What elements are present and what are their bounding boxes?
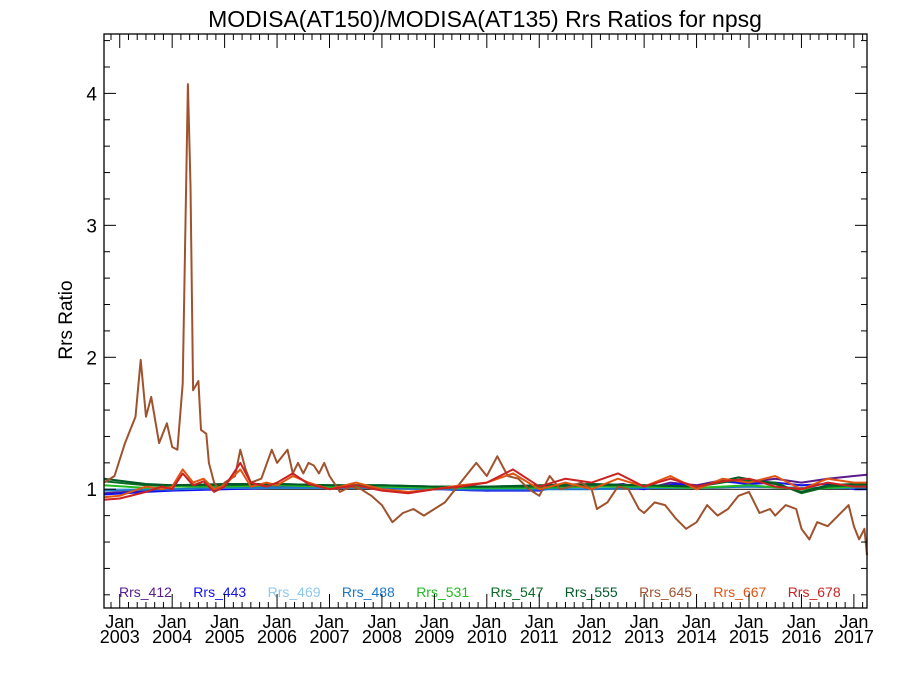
x-tick-label-month: Jan: [105, 612, 134, 632]
legend-entry-rrs-531: Rrs_531: [416, 584, 469, 600]
legend-entry-rrs-443: Rrs_443: [193, 584, 246, 600]
x-tick-label-month: Jan: [472, 612, 501, 632]
legend-entry-rrs-488: Rrs_488: [342, 584, 395, 600]
legend-entry-rrs-645: Rrs_645: [639, 584, 692, 600]
x-tick-label-year: 2010: [467, 627, 507, 647]
y-tick-label: 3: [86, 216, 97, 237]
x-tick-label-month: Jan: [682, 612, 711, 632]
x-tick-label-year: 2005: [205, 627, 245, 647]
x-tick-label-month: Jan: [367, 612, 396, 632]
y-tick-label: 2: [86, 348, 97, 369]
x-tick-label-year: 2009: [414, 627, 454, 647]
x-tick-label-month: Jan: [525, 612, 554, 632]
x-tick-label-month: Jan: [839, 612, 868, 632]
x-tick-label-year: 2013: [624, 627, 664, 647]
series-lines: [103, 83, 868, 556]
x-tick-label-year: 2014: [677, 627, 717, 647]
series-line-rrs-678: [103, 461, 867, 501]
series-line-rrs-667: [103, 468, 867, 499]
legend-entry-rrs-547: Rrs_547: [491, 584, 544, 600]
legend-entry-rrs-412: Rrs_412: [119, 584, 172, 600]
axes: 1234Jan2003Jan2004Jan2005Jan2006Jan2007J…: [86, 34, 874, 647]
legend-entry-rrs-555: Rrs_555: [565, 584, 618, 600]
y-axis-label: Rrs Ratio: [56, 280, 77, 359]
y-tick-label: 4: [86, 84, 97, 105]
series-line-rrs-531: [103, 484, 867, 491]
x-tick-label-year: 2016: [781, 627, 821, 647]
x-tick-label-month: Jan: [577, 612, 606, 632]
x-tick-label-year: 2015: [729, 627, 769, 647]
x-tick-label-month: Jan: [630, 612, 659, 632]
x-tick-label-year: 2012: [572, 627, 612, 647]
x-tick-label-month: Jan: [158, 612, 187, 632]
x-tick-label-year: 2007: [309, 627, 349, 647]
legend-entry-rrs-667: Rrs_667: [713, 584, 766, 600]
x-tick-label-month: Jan: [263, 612, 292, 632]
x-tick-label-year: 2006: [257, 627, 297, 647]
y-tick-label: 1: [86, 480, 97, 501]
x-tick-label-year: 2004: [152, 627, 192, 647]
series-line-rrs-645: [103, 83, 868, 556]
legend: Rrs_412 Rrs_443 Rrs_469 Rrs_488 Rrs_531 Rrs_5…: [119, 584, 841, 600]
x-tick-label-year: 2017: [834, 627, 874, 647]
x-tick-label-month: Jan: [734, 612, 763, 632]
chart-title: MODISA(AT150)/MODISA(AT135) Rrs Ratios f…: [208, 6, 762, 32]
legend-entry-rrs-678: Rrs_678: [788, 584, 841, 600]
x-tick-label-month: Jan: [420, 612, 449, 632]
x-tick-label-year: 2011: [520, 627, 559, 647]
legend-entry-rrs-469: Rrs_469: [268, 584, 321, 600]
plot-frame: [103, 33, 868, 609]
x-tick-label-month: Jan: [315, 612, 344, 632]
x-tick-label-year: 2003: [100, 627, 140, 647]
x-tick-label-year: 2008: [362, 627, 402, 647]
x-tick-label-month: Jan: [787, 612, 816, 632]
x-tick-label-month: Jan: [210, 612, 239, 632]
